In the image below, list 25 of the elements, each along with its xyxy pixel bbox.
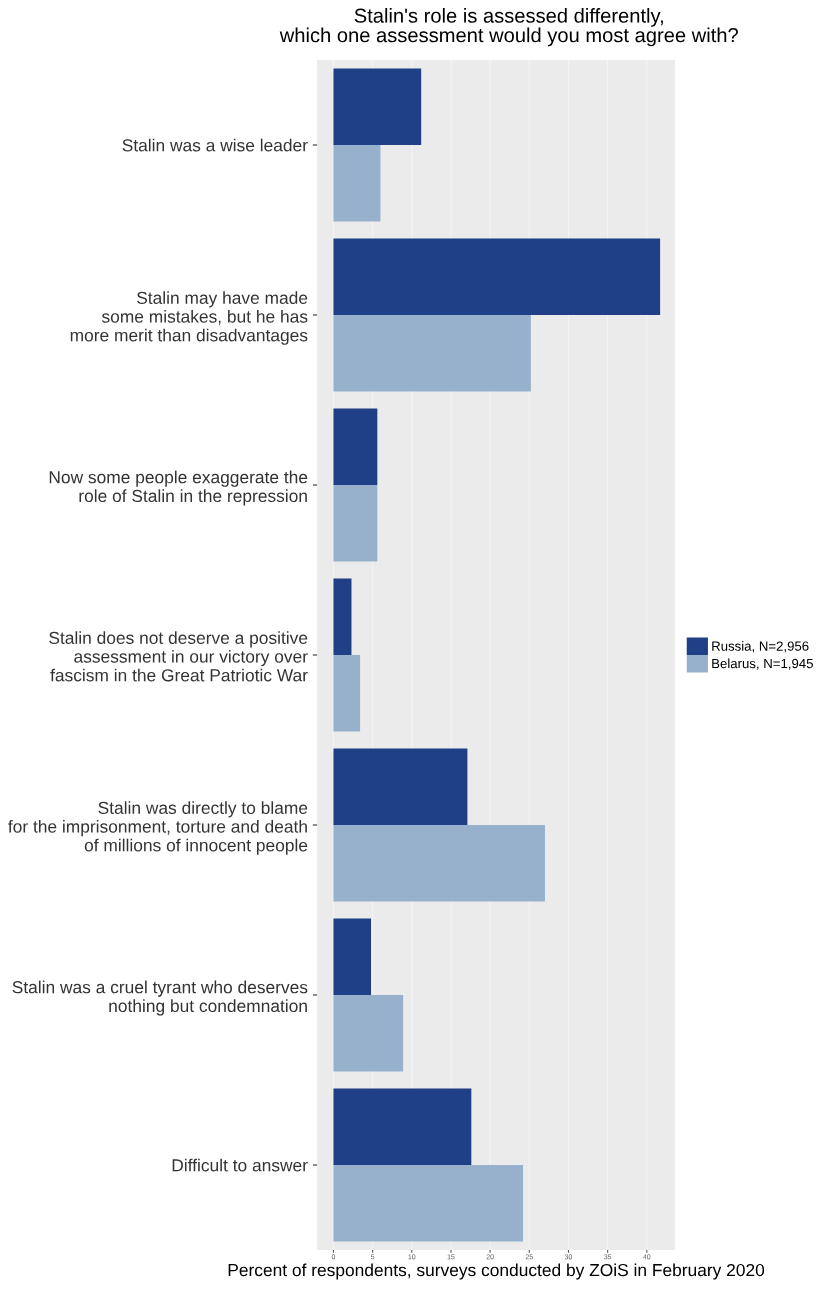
y-tick-label: Difficult to answer bbox=[172, 1158, 308, 1172]
y-tick-label: Stalin may have made some mistakes, but he has more merit than disadvantages bbox=[70, 291, 308, 345]
bar bbox=[333, 1088, 472, 1165]
bar bbox=[333, 825, 545, 902]
bar bbox=[333, 995, 404, 1072]
y-tick-label: Stalin was a wise leader bbox=[122, 138, 308, 152]
legend-label: Russia, N=2,956 bbox=[712, 641, 809, 653]
legend-label: Belarus, N=1,945 bbox=[712, 658, 813, 670]
bar bbox=[333, 408, 378, 485]
bar bbox=[333, 485, 378, 562]
bar bbox=[333, 578, 352, 655]
bar bbox=[333, 748, 468, 825]
y-tick-label: Now some people exaggerate the role of Stalin in the repression bbox=[49, 470, 308, 506]
y-tick-label: Stalin was a cruel tyrant who deserves nothing but condemnation bbox=[12, 980, 308, 1016]
bar bbox=[333, 655, 361, 732]
bar bbox=[333, 145, 381, 222]
bar bbox=[333, 315, 531, 392]
y-tick-label: Stalin was directly to blame for the imprisonment, torture and death of millions of innocent people bbox=[8, 801, 308, 855]
bar bbox=[333, 918, 372, 995]
bar bbox=[333, 238, 661, 315]
chart-title: Stalin's role is assessed differently, which one assessment would you most agree with? bbox=[279, 8, 738, 47]
x-axis-title: Percent of respondents, surveys conducted by ZOiS in February 2020 bbox=[228, 1263, 765, 1280]
bar bbox=[333, 68, 422, 145]
bar bbox=[333, 1165, 524, 1242]
y-tick-label: Stalin does not deserve a positive assessment in our victory over fascism in the Great Patriotic War bbox=[49, 631, 308, 682]
